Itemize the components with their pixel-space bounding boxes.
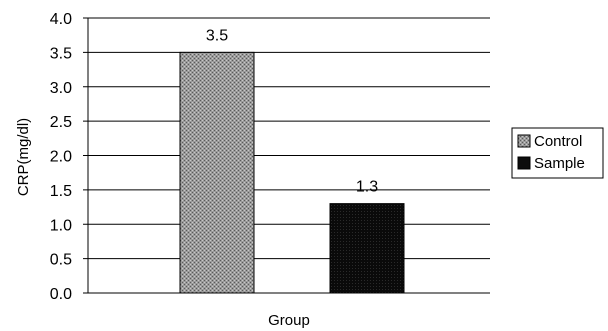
data-labels: 3.5 1.3 bbox=[206, 27, 378, 195]
bar-sample bbox=[329, 203, 405, 294]
legend: Control Sample bbox=[511, 127, 604, 179]
legend-swatch-sample bbox=[517, 156, 531, 170]
y-tick-label: 0.5 bbox=[50, 252, 72, 269]
data-label-control: 3.5 bbox=[206, 27, 228, 44]
y-tick-labels: 0.0 0.5 1.0 1.5 2.0 2.5 3.0 3.5 4.0 bbox=[50, 11, 72, 303]
x-axis-label: Group bbox=[268, 312, 310, 329]
y-tick-label: 1.0 bbox=[50, 217, 72, 234]
y-tick-label: 0.0 bbox=[50, 286, 72, 303]
y-tick-label: 1.5 bbox=[50, 183, 72, 200]
bar-control bbox=[179, 51, 255, 294]
y-tick-label: 2.0 bbox=[50, 149, 72, 166]
y-tick-label: 4.0 bbox=[50, 11, 72, 28]
y-tick-label: 3.5 bbox=[50, 45, 72, 62]
legend-label-sample: Sample bbox=[534, 155, 585, 172]
bars bbox=[179, 51, 405, 294]
y-tick-label: 3.0 bbox=[50, 80, 72, 97]
data-label-sample: 1.3 bbox=[356, 179, 378, 196]
legend-swatch-control bbox=[517, 134, 531, 148]
legend-label-control: Control bbox=[534, 133, 582, 150]
legend-box bbox=[511, 127, 604, 179]
gridlines bbox=[83, 17, 490, 294]
y-tick-label: 2.5 bbox=[50, 114, 72, 131]
y-axis-label: CRP(mg/dl) bbox=[15, 118, 32, 196]
